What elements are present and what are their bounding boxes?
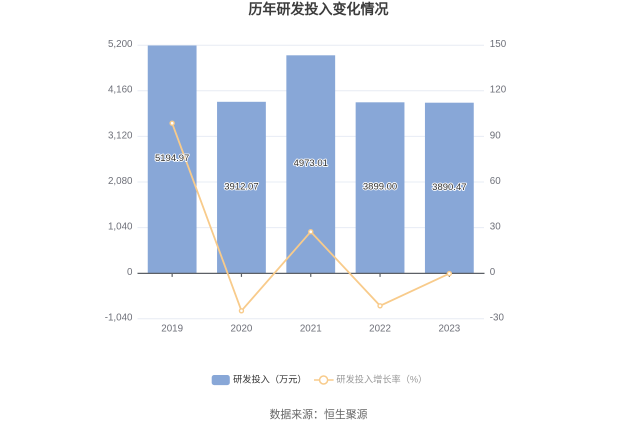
svg-text:2023: 2023 xyxy=(438,324,460,335)
svg-text:5,200: 5,200 xyxy=(108,39,133,50)
svg-text:120: 120 xyxy=(490,85,507,96)
svg-text:3899.00: 3899.00 xyxy=(363,182,397,193)
svg-text:3890.47: 3890.47 xyxy=(432,182,466,193)
svg-text:5194.97: 5194.97 xyxy=(155,153,189,164)
svg-text:30: 30 xyxy=(490,222,501,233)
svg-text:2021: 2021 xyxy=(300,324,322,335)
svg-text:60: 60 xyxy=(490,176,501,187)
svg-text:数据来源：恒生聚源: 数据来源：恒生聚源 xyxy=(269,407,367,421)
svg-text:3912.07: 3912.07 xyxy=(224,181,258,192)
svg-text:1,040: 1,040 xyxy=(108,222,133,233)
svg-text:2,080: 2,080 xyxy=(108,176,133,187)
svg-text:2019: 2019 xyxy=(161,324,183,335)
svg-text:2020: 2020 xyxy=(231,324,253,335)
svg-text:2022: 2022 xyxy=(369,324,391,335)
svg-text:-1,040: -1,040 xyxy=(105,313,133,324)
svg-text:90: 90 xyxy=(490,130,501,141)
svg-text:150: 150 xyxy=(490,39,507,50)
svg-text:历年研发投入变化情况: 历年研发投入变化情况 xyxy=(249,1,389,17)
svg-text:研发投入增长率（%）: 研发投入增长率（%） xyxy=(336,373,427,384)
svg-text:-30: -30 xyxy=(490,313,505,324)
svg-text:4973.01: 4973.01 xyxy=(294,158,328,169)
svg-text:研发投入（万元）: 研发投入（万元） xyxy=(233,373,307,384)
svg-text:4,160: 4,160 xyxy=(108,85,133,96)
svg-text:0: 0 xyxy=(490,267,496,278)
svg-text:0: 0 xyxy=(127,267,133,278)
svg-text:3,120: 3,120 xyxy=(108,130,133,141)
